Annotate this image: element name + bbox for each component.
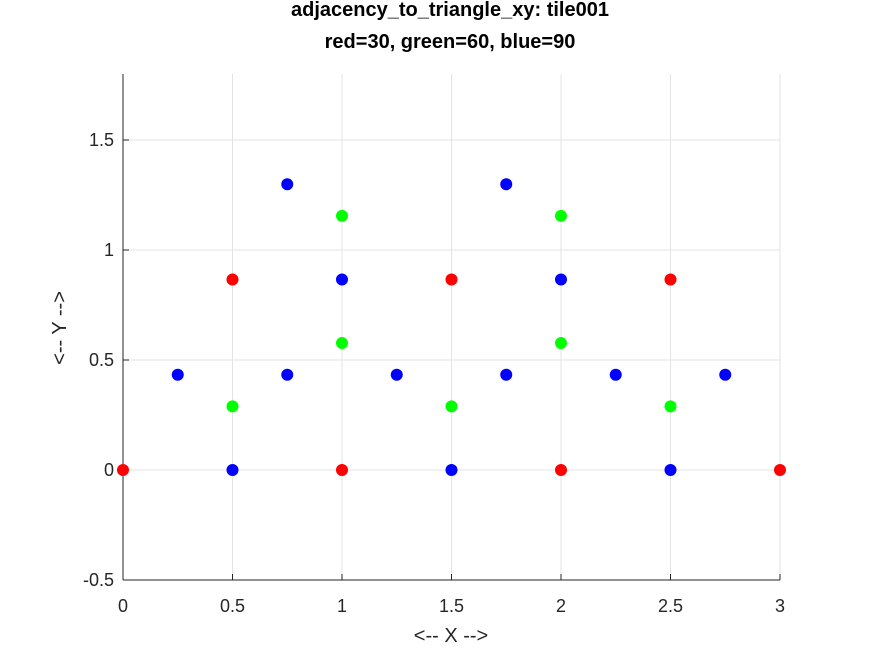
data-point (445, 400, 458, 413)
data-point (555, 464, 567, 476)
data-point (774, 464, 786, 476)
data-point (336, 337, 348, 350)
data-point (226, 273, 239, 286)
y-axis-ticks: -0.5 0 0.5 1 1.5 (83, 130, 129, 590)
data-point (226, 464, 239, 476)
data-point (117, 464, 129, 476)
data-point (555, 337, 567, 350)
x-tick-label: 0 (118, 596, 128, 616)
data-points (117, 178, 786, 476)
data-point (500, 178, 513, 191)
data-point (500, 368, 513, 381)
y-tick-label: 0.5 (89, 350, 114, 370)
chart-title: adjacency_to_triangle_xy: tile001 (291, 0, 609, 21)
data-point (664, 400, 677, 413)
x-tick-label: 3 (775, 596, 785, 616)
y-tick-label: 1.5 (89, 130, 114, 150)
chart-subtitle: red=30, green=60, blue=90 (325, 31, 576, 53)
data-point (336, 209, 348, 222)
data-point (445, 464, 458, 476)
data-point (281, 178, 294, 191)
y-axis-label: <-- Y --> (49, 291, 71, 365)
x-tick-label: 2.5 (658, 596, 683, 616)
data-point (336, 464, 348, 476)
y-tick-label: 0 (104, 460, 114, 480)
data-point (609, 368, 622, 381)
data-point (281, 368, 294, 381)
data-point (664, 273, 677, 286)
x-tick-label: 0.5 (220, 596, 245, 616)
data-point (555, 209, 567, 222)
data-point (171, 368, 184, 381)
data-point (226, 400, 239, 413)
data-point (445, 273, 458, 286)
y-tick-label: 1 (104, 240, 114, 260)
data-point (336, 273, 348, 286)
y-tick-label: -0.5 (83, 570, 114, 590)
x-tick-label: 1.5 (439, 596, 464, 616)
data-point (390, 368, 403, 381)
data-point (719, 368, 732, 381)
data-point (555, 273, 567, 286)
x-axis-ticks: 0 0.5 1 1.5 2 2.5 3 (118, 574, 785, 616)
data-point (664, 464, 677, 476)
x-axis-label: <-- X --> (414, 625, 488, 647)
x-tick-label: 2 (556, 596, 566, 616)
grid (122, 74, 781, 581)
x-tick-label: 1 (337, 596, 347, 616)
